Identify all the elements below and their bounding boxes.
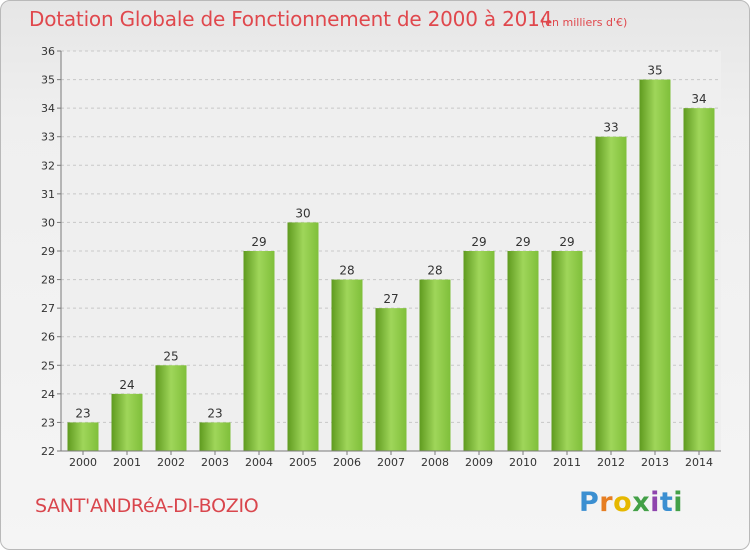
- x-tick-label-2004: 2004: [245, 456, 273, 469]
- bar-2012: [595, 136, 627, 451]
- bar-2001: [111, 393, 143, 451]
- y-tick-label: 24: [41, 388, 55, 401]
- y-tick-label: 35: [41, 74, 55, 87]
- bar-2013: [639, 79, 671, 452]
- data-label-2011: 29: [559, 235, 574, 249]
- y-tick-label: 27: [41, 302, 55, 315]
- data-label-2012: 33: [603, 121, 618, 135]
- y-tick-label: 22: [41, 445, 55, 458]
- x-tick-label-2011: 2011: [553, 456, 581, 469]
- proxiti-logo: Proxiti: [579, 487, 684, 518]
- bar-2009: [463, 251, 495, 451]
- bar-2006: [331, 279, 363, 451]
- x-tick-label-2006: 2006: [333, 456, 361, 469]
- x-tick-label-2009: 2009: [465, 456, 493, 469]
- x-tick-label-2008: 2008: [421, 456, 449, 469]
- x-tick-label-2013: 2013: [641, 456, 669, 469]
- bar-2010: [507, 251, 539, 451]
- data-label-2014: 34: [691, 92, 706, 106]
- data-label-2008: 28: [427, 264, 442, 278]
- y-tick-label: 31: [41, 188, 55, 201]
- bar-2004: [243, 251, 275, 451]
- x-tick-label-2003: 2003: [201, 456, 229, 469]
- unit-note: (en milliers d'€): [541, 16, 628, 29]
- x-tick-label-2000: 2000: [69, 456, 97, 469]
- data-label-2007: 27: [383, 292, 398, 306]
- y-tick-label: 32: [41, 159, 55, 172]
- y-tick-label: 26: [41, 331, 55, 344]
- data-label-2010: 29: [515, 235, 530, 249]
- bar-2005: [287, 222, 319, 451]
- data-label-2009: 29: [471, 235, 486, 249]
- bar-2014: [683, 108, 715, 452]
- y-tick-label: 33: [41, 131, 55, 144]
- data-label-2003: 23: [207, 406, 222, 420]
- bar-2002: [155, 365, 187, 451]
- x-tick-label-2001: 2001: [113, 456, 141, 469]
- data-label-2001: 24: [119, 378, 134, 392]
- bar-2003: [199, 422, 231, 451]
- data-label-2013: 35: [647, 64, 662, 78]
- y-tick-label: 36: [41, 45, 55, 58]
- bar-2000: [67, 422, 99, 451]
- y-tick-label: 25: [41, 359, 55, 372]
- y-tick-label: 30: [41, 216, 55, 229]
- y-tick-label: 29: [41, 245, 55, 258]
- data-label-2006: 28: [339, 264, 354, 278]
- commune-name: SANT'ANDRéA-DI-BOZIO: [35, 495, 259, 517]
- data-label-2002: 25: [163, 349, 178, 363]
- x-tick-label-2002: 2002: [157, 456, 185, 469]
- data-label-2000: 23: [75, 406, 90, 420]
- data-label-2004: 29: [251, 235, 266, 249]
- chart-title: Dotation Globale de Fonctionnement de 20…: [29, 7, 553, 31]
- bar-2008: [419, 279, 451, 451]
- bar-2007: [375, 308, 407, 451]
- x-tick-label-2007: 2007: [377, 456, 405, 469]
- y-tick-label: 23: [41, 416, 55, 429]
- x-tick-label-2005: 2005: [289, 456, 317, 469]
- x-tick-label-2010: 2010: [509, 456, 537, 469]
- data-label-2005: 30: [295, 206, 310, 220]
- x-tick-label-2014: 2014: [685, 456, 713, 469]
- y-tick-label: 34: [41, 102, 55, 115]
- bar-2011: [551, 251, 583, 451]
- y-tick-label: 28: [41, 274, 55, 287]
- x-tick-label-2012: 2012: [597, 456, 625, 469]
